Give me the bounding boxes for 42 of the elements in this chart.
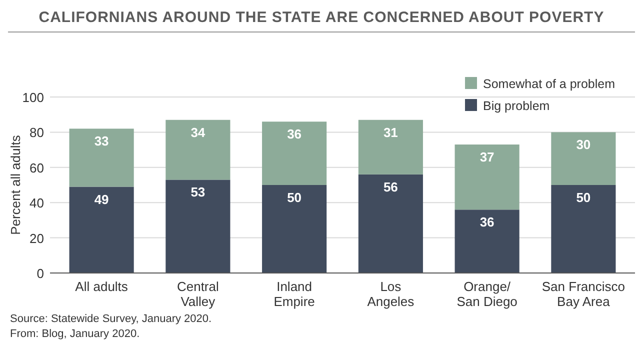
- bar: [69, 186, 134, 273]
- bar: [551, 132, 616, 185]
- bar: [262, 185, 327, 273]
- bar: [166, 180, 230, 273]
- data-label: 56: [383, 179, 398, 194]
- bar: [454, 210, 520, 273]
- data-label: 53: [190, 184, 206, 200]
- x-tick-label: Central Valley: [176, 279, 219, 309]
- legend-label: Big problem: [483, 99, 550, 113]
- bar: [454, 144, 520, 210]
- data-label: 50: [287, 190, 302, 205]
- data-label: 37: [480, 150, 494, 165]
- chart-title: CALIFORNIANS AROUND THE STATE ARE CONCERNED ABOUT POVERTY: [38, 9, 604, 26]
- y-tick-label: 60: [30, 160, 44, 176]
- data-label: 50: [576, 190, 591, 205]
- data-label: 36: [480, 214, 494, 230]
- x-tick-label: Inland Empire: [274, 279, 315, 309]
- data-label: 30: [576, 137, 591, 152]
- bar: [166, 120, 230, 180]
- x-tick-label: Los Angeles: [367, 279, 415, 309]
- x-tick-label: All adults: [75, 279, 128, 294]
- bar: [358, 120, 423, 174]
- y-tick-label: 40: [30, 196, 44, 211]
- source-note: Source: Statewide Survey, January 2020.: [10, 313, 212, 325]
- y-axis-title: Percent all adults: [8, 134, 23, 235]
- x-tick-label: San Francisco Bay Area: [542, 279, 625, 309]
- text: From: Blog, January 2020.: [10, 328, 140, 340]
- y-tick-label: 80: [30, 125, 44, 140]
- bar: [358, 174, 423, 273]
- y-tick-label: 100: [22, 90, 44, 105]
- data-label: 36: [287, 126, 302, 142]
- bar: [551, 185, 616, 273]
- legend-label: Somewhat of a problem: [483, 77, 616, 91]
- data-label: 34: [190, 124, 206, 140]
- data-label: 49: [94, 192, 109, 207]
- bar: [69, 128, 134, 187]
- y-tick-label: 20: [30, 230, 44, 246]
- data-label: 33: [94, 134, 109, 149]
- y-tick-label: 0: [36, 266, 44, 281]
- data-label: 31: [383, 124, 398, 140]
- x-tick-label: Orange/ San Diego: [456, 279, 518, 309]
- bar: [262, 122, 327, 185]
